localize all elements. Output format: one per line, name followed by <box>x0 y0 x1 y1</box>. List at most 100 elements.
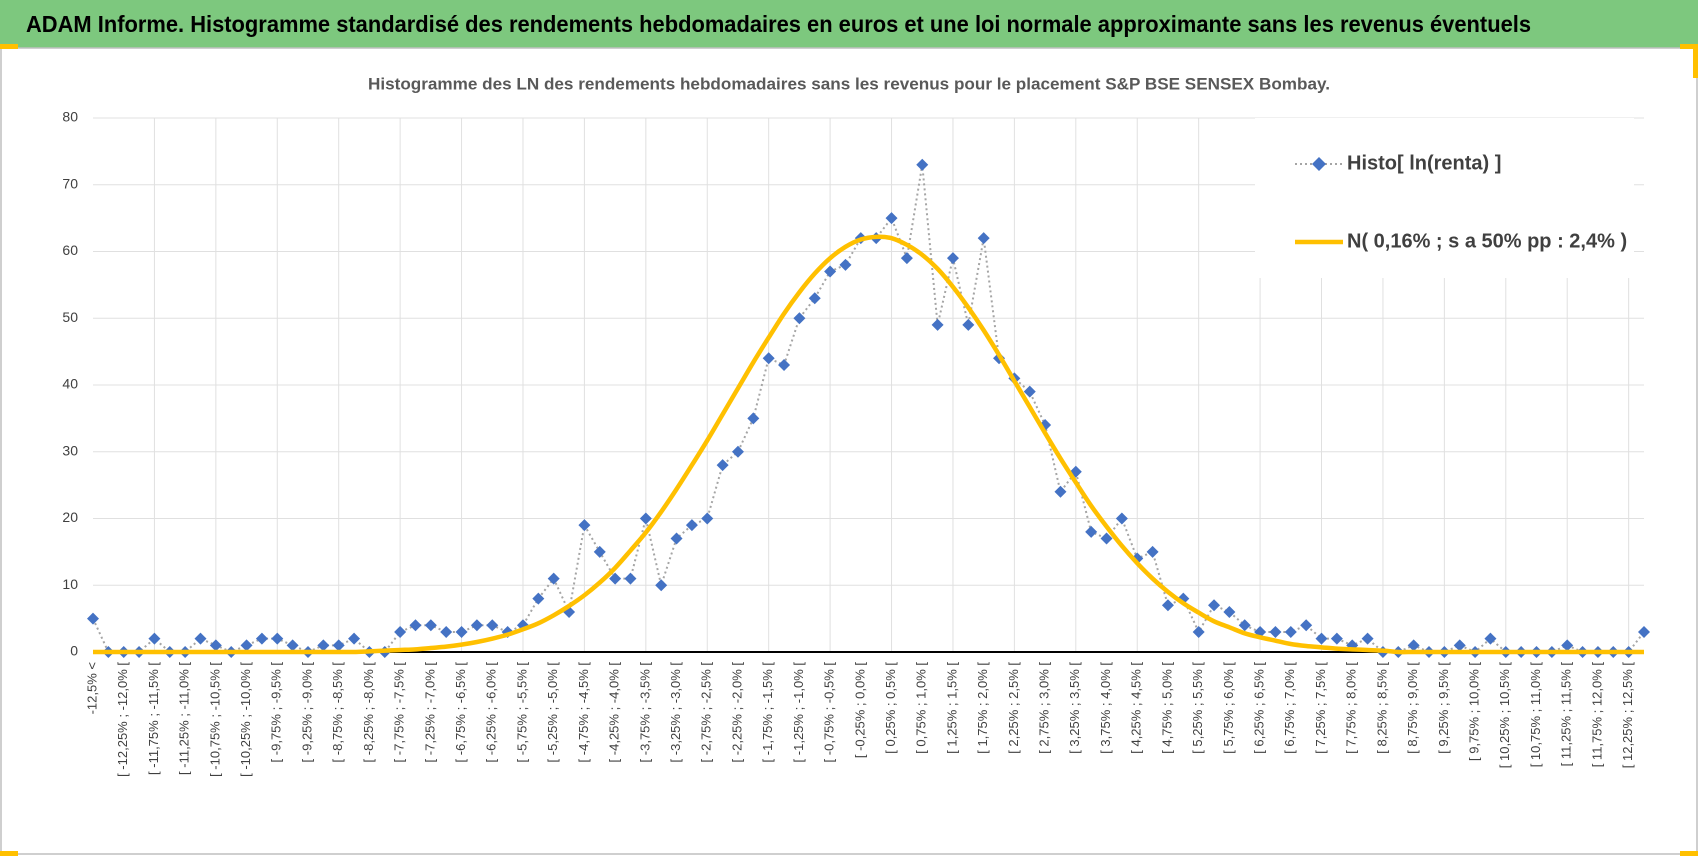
x-tick-label: [ -10,75% ; -10,5% [ <box>207 662 222 777</box>
x-tick-label: [ 8,75% ; 9,0% [ <box>1405 662 1420 754</box>
data-point <box>440 625 453 638</box>
data-point <box>962 318 975 331</box>
x-tick-label: [ -6,25% ; -6,0% [ <box>484 662 499 763</box>
x-tick-label: [ 3,75% ; 4,0% [ <box>1098 662 1113 754</box>
x-tick-label: [ -12,25% ; -12,0% [ <box>115 662 130 777</box>
x-tick-label: [ 2,75% ; 3,0% [ <box>1037 662 1052 754</box>
data-point <box>1161 599 1174 612</box>
y-tick-label: 70 <box>62 175 78 191</box>
data-point <box>1484 632 1497 645</box>
data-point <box>240 639 253 652</box>
data-point <box>778 358 791 371</box>
y-tick-label: 10 <box>62 576 78 592</box>
data-point <box>1407 639 1420 652</box>
x-tick-label: [ -3,25% ; -3,0% [ <box>668 662 683 763</box>
y-tick-label: 30 <box>62 442 78 458</box>
corner <box>0 851 18 856</box>
x-tick-label: [ -1,75% ; -1,5% [ <box>760 662 775 763</box>
x-tick-label: [ -0,25% ; 0,0% [ <box>852 662 867 758</box>
data-point <box>424 619 437 632</box>
data-point <box>209 639 222 652</box>
data-point <box>547 572 560 585</box>
x-tick-label: [ 1,25% ; 1,5% [ <box>944 662 959 754</box>
legend-label: N( 0,16% ; s a 50% pp : 2,4% ) <box>1347 230 1627 252</box>
data-point <box>1453 639 1466 652</box>
data-point <box>1023 385 1036 398</box>
data-point <box>1361 632 1374 645</box>
data-point <box>624 572 637 585</box>
data-point <box>685 519 698 532</box>
x-tick-label: [ -9,25% ; -9,0% [ <box>299 662 314 763</box>
data-point <box>885 212 898 225</box>
x-tick-label: [ 4,25% ; 4,5% [ <box>1129 662 1144 754</box>
x-tick-label: [ 3,25% ; 3,5% [ <box>1067 662 1082 754</box>
x-tick-label: -12,5% < <box>84 662 99 714</box>
chart-title: Histogramme des LN des rendements hebdom… <box>368 74 1330 93</box>
x-tick-label: [ 6,75% ; 7,0% [ <box>1282 662 1297 754</box>
legend-marker <box>1312 157 1326 171</box>
x-tick-label: [ 7,75% ; 8,0% [ <box>1344 662 1359 754</box>
x-tick-label: [ -4,25% ; -4,0% [ <box>607 662 622 763</box>
y-tick-label: 0 <box>70 643 78 659</box>
data-point <box>1315 632 1328 645</box>
data-point <box>1192 625 1205 638</box>
data-point <box>655 579 668 592</box>
data-point <box>793 312 806 325</box>
data-point <box>946 252 959 265</box>
data-point <box>486 619 499 632</box>
x-tick-label: [ -5,75% ; -5,5% [ <box>514 662 529 763</box>
corner <box>1680 851 1698 856</box>
data-point <box>194 632 207 645</box>
x-tick-label: [ -1,25% ; -1,0% [ <box>791 662 806 763</box>
data-point <box>639 512 652 525</box>
x-tick-label: [ 12,25% ; 12,5% [ <box>1620 662 1635 769</box>
data-point <box>1054 485 1067 498</box>
x-tick-label: [ 5,75% ; 6,0% [ <box>1221 662 1236 754</box>
data-point <box>731 445 744 458</box>
data-point <box>578 519 591 532</box>
x-tick-label: [ 7,25% ; 7,5% [ <box>1313 662 1328 754</box>
x-tick-label: [ -7,75% ; -7,5% [ <box>392 662 407 763</box>
data-point <box>824 265 837 278</box>
data-point <box>255 632 268 645</box>
x-tick-label: [ -8,25% ; -8,0% [ <box>361 662 376 763</box>
header-bar <box>0 0 1698 48</box>
data-point <box>1269 625 1282 638</box>
data-point <box>701 512 714 525</box>
data-point <box>1223 605 1236 618</box>
data-point <box>839 258 852 271</box>
y-tick-label: 50 <box>62 309 78 325</box>
x-tick-label: [ 1,75% ; 2,0% [ <box>975 662 990 754</box>
corner <box>0 44 18 49</box>
x-tick-label: [ 8,25% ; 8,5% [ <box>1374 662 1389 754</box>
x-tick-label: [ 11,75% ; 12,0% [ <box>1589 662 1604 768</box>
data-point <box>1284 625 1297 638</box>
x-tick-label: [ -3,75% ; -3,5% [ <box>637 662 652 763</box>
y-tick-label: 60 <box>62 242 78 258</box>
data-point <box>1330 632 1343 645</box>
series-line <box>93 234 1644 655</box>
x-tick-label: [ -8,75% ; -8,5% [ <box>330 662 345 763</box>
data-point <box>1100 532 1113 545</box>
data-point <box>394 625 407 638</box>
x-tick-label: [ -2,25% ; -2,0% [ <box>729 662 744 763</box>
page-title: ADAM Informe. Histogramme standardisé de… <box>26 11 1531 37</box>
x-tick-label: [ 5,25% ; 5,5% [ <box>1190 662 1205 754</box>
data-point <box>1300 619 1313 632</box>
x-tick-label: [ 10,75% ; 11,0% [ <box>1528 662 1543 768</box>
x-tick-label: [ 10,25% ; 10,5% [ <box>1497 662 1512 769</box>
data-point <box>1115 512 1128 525</box>
data-point <box>286 639 299 652</box>
data-point <box>1238 619 1251 632</box>
x-tick-label: [ 6,25% ; 6,5% [ <box>1252 662 1267 754</box>
data-point <box>532 592 545 605</box>
x-tick-label: [ 0,75% ; 1,0% [ <box>914 662 929 754</box>
frame <box>0 47 1698 855</box>
data-point <box>348 632 361 645</box>
x-tick-label: [ 9,75% ; 10,0% [ <box>1467 662 1482 761</box>
x-tick-label: [ -10,25% ; -10,0% [ <box>238 662 253 777</box>
legend-box <box>1255 118 1634 278</box>
x-tick-label: [ -6,75% ; -6,5% [ <box>453 662 468 763</box>
